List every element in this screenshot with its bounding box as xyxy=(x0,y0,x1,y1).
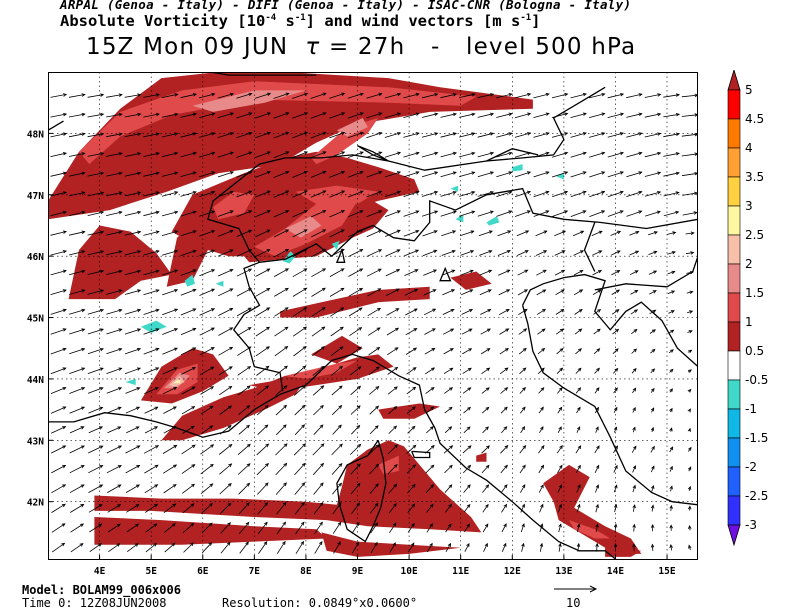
map-frame xyxy=(48,72,698,560)
lon-label: 7E xyxy=(249,566,261,577)
resolution-label: Resolution: 0.0849°x0.0600° xyxy=(222,596,418,610)
lat-label: 47N xyxy=(27,191,44,202)
color-legend: 5 4.5 4 3.5 3 2.5 2 1.5 1 0.5 -0.5 -1 -1.5 -2 -2.5 -3 xyxy=(727,70,768,547)
legend-swatch xyxy=(727,205,741,236)
legend-label: 3 xyxy=(745,199,753,213)
lon-label: 10E xyxy=(401,566,418,577)
legend-swatch xyxy=(727,118,741,149)
pressure-level: level 500 hPa xyxy=(465,34,637,60)
legend-swatch xyxy=(727,176,741,207)
valid-time-line: 15Z Mon 09 JUN τ = 27h - level 500 hPa xyxy=(86,34,636,60)
legend-swatch xyxy=(727,408,741,439)
legend-label: -2 xyxy=(745,460,757,474)
tau-symbol: τ xyxy=(305,34,321,60)
lat-label: 46N xyxy=(27,252,44,263)
vorticity-contours xyxy=(48,72,642,557)
legend-label: 5 xyxy=(745,83,753,97)
legend-label: -3 xyxy=(745,518,757,532)
model-label: Model: BOLAM99_006x006 xyxy=(22,583,181,597)
legend-label: 3.5 xyxy=(745,170,764,184)
legend-swatch xyxy=(727,234,741,265)
legend-label: 2.5 xyxy=(745,228,764,242)
reference-vector-label: 10 xyxy=(566,596,581,610)
legend-label: 0.5 xyxy=(745,344,764,358)
legend-bottom-cap xyxy=(727,524,741,547)
legend-swatch xyxy=(727,321,741,352)
tau-value: = 27h xyxy=(328,34,406,60)
lat-label: 42N xyxy=(27,498,44,509)
legend-label: -2.5 xyxy=(745,489,768,503)
legend-label: 1.5 xyxy=(745,286,764,300)
reference-vector xyxy=(554,585,598,593)
legend-label: -1.5 xyxy=(745,431,768,445)
lat-label: 45N xyxy=(27,314,44,325)
chart-title: Absolute Vorticity [10-4 s-1] and wind v… xyxy=(60,12,541,30)
lon-label: 11E xyxy=(452,566,469,577)
lon-label: 14E xyxy=(607,566,624,577)
lon-label: 4E xyxy=(94,566,106,577)
legend-label: -1 xyxy=(745,402,757,416)
valid-time: 15Z Mon 09 JUN xyxy=(86,34,289,60)
lat-label: 48N xyxy=(27,129,44,140)
legend-label: -0.5 xyxy=(745,373,768,387)
lat-label: 44N xyxy=(27,375,44,386)
lon-label: 13E xyxy=(555,566,572,577)
lon-label: 5E xyxy=(145,566,157,577)
legend-swatch xyxy=(727,350,741,381)
lon-label: 8E xyxy=(300,566,312,577)
legend-swatch xyxy=(727,263,741,294)
legend-swatch xyxy=(727,292,741,323)
legend-swatch xyxy=(727,466,741,497)
time0-label: Time 0: 12Z08JUN2008 xyxy=(22,596,167,610)
vorticity-map xyxy=(48,72,698,560)
legend-swatch xyxy=(727,437,741,468)
legend-label: 4 xyxy=(745,141,753,155)
wind-vectors xyxy=(50,92,698,554)
lon-label: 12E xyxy=(504,566,521,577)
legend-swatch xyxy=(727,89,741,120)
lon-label: 15E xyxy=(658,566,675,577)
legend-top-cap xyxy=(727,70,741,91)
lon-label: 6E xyxy=(197,566,209,577)
legend-label: 2 xyxy=(745,257,753,271)
legend-swatch xyxy=(727,379,741,410)
legend-label: 1 xyxy=(745,315,753,329)
legend-swatch xyxy=(727,147,741,178)
lat-lon-grid xyxy=(48,72,698,560)
lat-label: 43N xyxy=(27,436,44,447)
legend-swatch xyxy=(727,495,741,526)
legend-label: 4.5 xyxy=(745,112,764,126)
title-dash: - xyxy=(430,34,441,60)
institutions-line: ARPAL (Genoa - Italy) - DIFI (Genoa - It… xyxy=(60,0,632,12)
lon-label: 9E xyxy=(352,566,364,577)
coastlines xyxy=(48,72,698,560)
